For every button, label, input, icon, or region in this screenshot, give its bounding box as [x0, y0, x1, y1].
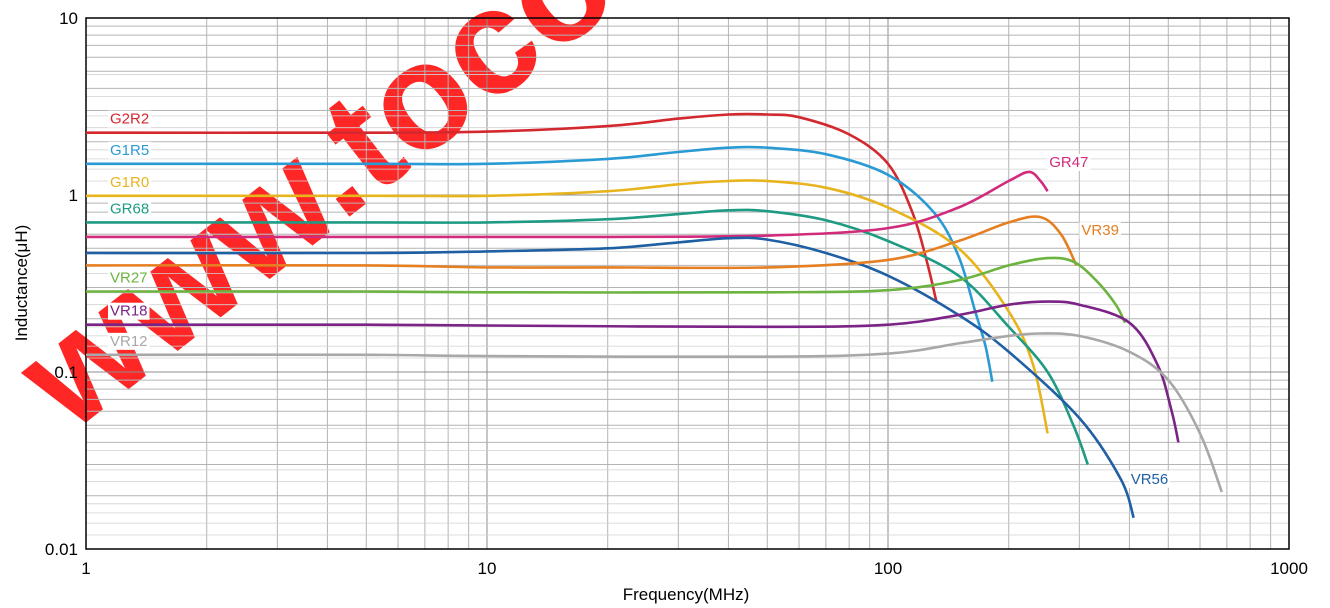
series-label-gr68: GR68 — [110, 200, 149, 217]
watermark: www.tocoso — [0, 0, 781, 461]
series-label-bg — [108, 302, 150, 320]
series-label-gr47: GR47 — [1049, 154, 1088, 171]
series-line-g1r5 — [86, 145, 994, 383]
series-line-vr18 — [85, 300, 1180, 443]
series-line-g2r2 — [85, 112, 938, 302]
y-tick-label: 0.1 — [54, 363, 78, 382]
series-label-bg — [1047, 153, 1091, 171]
series-label-bg — [1128, 470, 1171, 488]
series-label-bg — [108, 200, 152, 218]
series-line-vr27 — [85, 256, 1127, 324]
series-lines — [85, 112, 1224, 519]
series-label-vr12: VR12 — [110, 333, 148, 350]
series-labels: G2R2 G1R5 G1R0 GR68 GR47 VR56 VR39 VR27 VR18 VR12 — [108, 110, 1171, 488]
x-tick-label: 100 — [874, 559, 902, 578]
series-label-bg — [108, 110, 152, 128]
x-axis-title: Frequency(MHz) — [623, 585, 750, 604]
x-tick-label: 1000 — [1270, 559, 1308, 578]
series-label-vr18: VR18 — [110, 303, 148, 320]
series-label-vr39: VR39 — [1081, 222, 1119, 239]
tick-labels: 1 10 100 1000 0.01 0.1 1 10 — [45, 9, 1308, 578]
series-line-vr39 — [85, 215, 1078, 270]
series-label-g1r5: G1R5 — [110, 142, 149, 159]
y-tick-label: 0.01 — [45, 540, 78, 559]
series-label-bg — [1079, 222, 1121, 240]
series-label-bg — [108, 332, 150, 350]
series-label-g1r0: G1R0 — [110, 174, 149, 191]
series-label-g2r2: G2R2 — [110, 111, 149, 128]
y-tick-label: 10 — [59, 9, 78, 28]
x-tick-label: 10 — [478, 559, 497, 578]
series-label-bg — [108, 141, 152, 159]
series-label-vr56: VR56 — [1131, 471, 1169, 488]
y-tick-label: 1 — [69, 186, 78, 205]
series-line-gr47 — [86, 170, 1049, 239]
series-label-bg — [108, 269, 150, 287]
series-line-g1r0 — [86, 179, 1049, 434]
x-tick-label: 1 — [81, 559, 90, 578]
plot-frame — [85, 17, 1290, 550]
series-line-vr56 — [85, 236, 1135, 519]
series-line-vr12 — [85, 332, 1224, 493]
y-axis-title: Inductance(μH) — [12, 225, 31, 342]
series-label-vr27: VR27 — [110, 269, 148, 286]
series-label-bg — [108, 173, 152, 191]
series-line-gr68 — [86, 208, 1090, 465]
